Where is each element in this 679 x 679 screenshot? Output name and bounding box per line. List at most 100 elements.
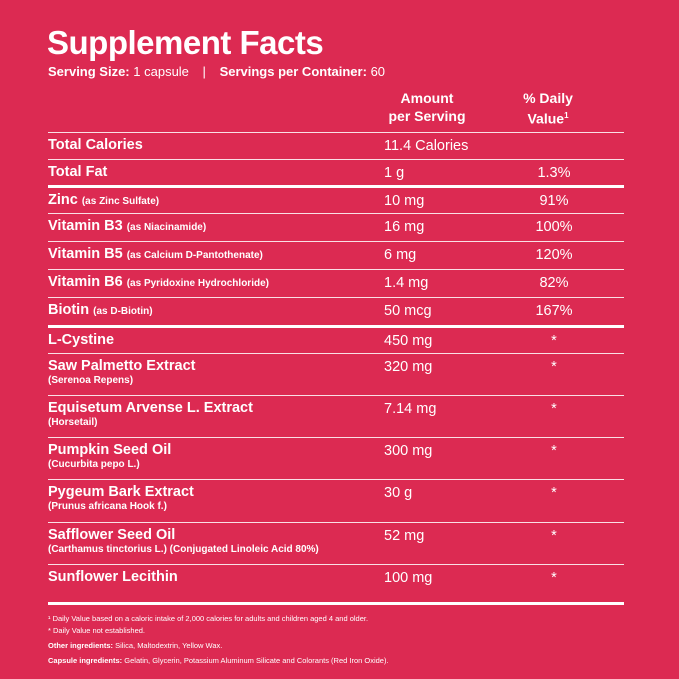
- nutrient-name: Sunflower Lecithin: [48, 569, 384, 585]
- table-row: Total Fat 1 g 1.3%: [48, 159, 624, 185]
- daily-value: 82%: [539, 275, 569, 291]
- nutrient-label: Saw Palmetto Extract: [48, 358, 196, 374]
- nutrient-name: Zinc (as Zinc Sulfate): [48, 192, 384, 208]
- dv-header-text: Value: [527, 110, 565, 127]
- footnote-not-established: * Daily Value not established.: [48, 626, 146, 635]
- daily-value: 1.3%: [537, 165, 571, 181]
- amount-per-serving: 7.14 mg: [384, 401, 437, 417]
- other-ingredients-value: Silica, Maltodextrin, Yellow Wax.: [113, 641, 223, 650]
- daily-value: *: [551, 528, 557, 544]
- amount-per-serving: 11.4 Calories: [384, 138, 469, 154]
- nutrient-name: Vitamin B6 (as Pyridoxine Hydrochloride): [48, 274, 384, 290]
- nutrient-label: Sunflower Lecithin: [48, 569, 178, 585]
- nutrient-source: (Horsetail): [48, 417, 98, 428]
- capsule-ingredients-value: Gelatin, Glycerin, Potassium Aluminum Si…: [122, 656, 389, 665]
- amount-header-line1: Amount: [400, 90, 454, 106]
- table-row: Vitamin B5 (as Calcium D-Pantothenate) 6…: [48, 241, 624, 269]
- table-row: Saw Palmetto Extract (Serenoa Repens) 32…: [48, 353, 624, 395]
- nutrient-name: Saw Palmetto Extract (Serenoa Repens): [48, 358, 384, 386]
- nutrient-source: (Prunus africana Hook f.): [48, 501, 167, 512]
- daily-value: *: [551, 333, 557, 349]
- nutrient-source: (as D-Biotin): [93, 306, 153, 317]
- nutrient-source: (as Pyridoxine Hydrochloride): [126, 278, 269, 289]
- amount-per-serving: 52 mg: [384, 528, 425, 544]
- servings-per-container-value: 60: [370, 64, 386, 79]
- serving-size-value: 1 capsule: [133, 64, 189, 79]
- daily-value: *: [551, 401, 557, 417]
- daily-value: 91%: [539, 193, 569, 209]
- footnote-daily-value: ¹ Daily Value based on a caloric intake …: [48, 614, 369, 623]
- serving-info: Serving Size: 1 capsule | Servings per C…: [48, 64, 385, 79]
- amount-per-serving: 6 mg: [384, 247, 417, 263]
- other-ingredients-label: Other ingredients:: [48, 641, 114, 650]
- nutrient-source: (as Niacinamide): [126, 222, 207, 233]
- nutrient-name: Pumpkin Seed Oil (Cucurbita pepo L.): [48, 442, 384, 470]
- daily-value: *: [551, 485, 557, 501]
- nutrient-label: Safflower Seed Oil: [48, 527, 176, 543]
- table-row: Equisetum Arvense L. Extract (Horsetail)…: [48, 395, 624, 437]
- amount-per-serving: 320 mg: [384, 359, 433, 375]
- table-row: Vitamin B6 (as Pyridoxine Hydrochloride)…: [48, 269, 624, 297]
- nutrient-label: L-Cystine: [48, 332, 115, 348]
- amount-per-serving: 1 g: [384, 165, 405, 181]
- table-row: Safflower Seed Oil (Carthamus tinctorius…: [48, 522, 624, 564]
- amount-per-serving: 100 mg: [384, 570, 433, 586]
- daily-value-header: % Daily Value1: [500, 89, 596, 128]
- nutrient-name: Safflower Seed Oil (Carthamus tinctorius…: [48, 527, 384, 555]
- amount-per-serving: 10 mg: [384, 193, 425, 209]
- nutrient-name: Total Fat: [48, 164, 384, 180]
- nutrient-name: L-Cystine: [48, 332, 384, 348]
- nutrient-source: (as Calcium D-Pantothenate): [126, 250, 263, 261]
- amount-header-line2: per Serving: [388, 108, 466, 124]
- daily-value: 100%: [535, 219, 573, 235]
- daily-value: 167%: [535, 303, 573, 319]
- nutrient-name: Equisetum Arvense L. Extract (Horsetail): [48, 400, 384, 428]
- table-row: Sunflower Lecithin 100 mg *: [48, 564, 624, 600]
- table-row: Total Calories 11.4 Calories: [48, 132, 624, 159]
- table-row: Pygeum Bark Extract (Prunus africana Hoo…: [48, 479, 624, 522]
- daily-value: *: [551, 570, 557, 586]
- nutrient-name: Biotin (as D-Biotin): [48, 302, 384, 318]
- dv-footnote-mark: 1: [564, 111, 569, 120]
- daily-value: *: [551, 443, 557, 459]
- nutrient-name: Total Calories: [48, 137, 384, 153]
- separator: |: [202, 64, 206, 79]
- nutrient-name: Pygeum Bark Extract (Prunus africana Hoo…: [48, 484, 384, 512]
- nutrient-label: Biotin: [48, 302, 90, 318]
- nutrient-label: Vitamin B5: [48, 246, 123, 262]
- table-row: Vitamin B3 (as Niacinamide) 16 mg 100%: [48, 213, 624, 241]
- nutrient-source: (Cucurbita pepo L.): [48, 459, 140, 470]
- amount-per-serving: 16 mg: [384, 219, 425, 235]
- servings-per-container-label: Servings per Container:: [219, 64, 367, 79]
- amount-per-serving: 30 g: [384, 485, 413, 501]
- facts-table: Total Calories 11.4 Calories Total Fat 1…: [48, 132, 624, 600]
- table-row: Pumpkin Seed Oil (Cucurbita pepo L.) 300…: [48, 437, 624, 479]
- capsule-ingredients: Capsule ingredients: Gelatin, Glycerin, …: [48, 656, 389, 665]
- nutrient-source: (as Zinc Sulfate): [81, 196, 160, 207]
- amount-per-serving: 1.4 mg: [384, 275, 429, 291]
- nutrient-label: Total Calories: [48, 137, 143, 153]
- amount-per-serving: 300 mg: [384, 443, 433, 459]
- other-ingredients: Other ingredients: Silica, Maltodextrin,…: [48, 641, 222, 650]
- nutrient-label: Vitamin B3: [48, 218, 123, 234]
- daily-value: [514, 137, 594, 138]
- table-end-divider: [48, 602, 624, 605]
- nutrient-label: Total Fat: [48, 164, 108, 180]
- serving-size-label: Serving Size:: [48, 64, 130, 79]
- daily-value: *: [551, 359, 557, 375]
- dv-header-line1: % Daily: [523, 90, 573, 106]
- nutrient-label: Zinc: [48, 192, 78, 208]
- nutrient-source: (Carthamus tinctorius L.) (Conjugated Li…: [48, 544, 319, 555]
- daily-value: 120%: [535, 247, 573, 263]
- dv-header-line2: Value1: [500, 107, 596, 128]
- nutrient-name: Vitamin B3 (as Niacinamide): [48, 218, 384, 234]
- nutrient-label: Pygeum Bark Extract: [48, 484, 194, 500]
- amount-per-serving: 50 mcg: [384, 303, 432, 319]
- nutrient-label: Pumpkin Seed Oil: [48, 442, 172, 458]
- amount-per-serving: 450 mg: [384, 333, 433, 349]
- capsule-ingredients-label: Capsule ingredients:: [48, 656, 123, 665]
- nutrient-source: (Serenoa Repens): [48, 375, 134, 386]
- page-title: Supplement Facts: [47, 24, 324, 61]
- nutrient-name: Vitamin B5 (as Calcium D-Pantothenate): [48, 246, 384, 262]
- nutrient-label: Equisetum Arvense L. Extract: [48, 400, 253, 416]
